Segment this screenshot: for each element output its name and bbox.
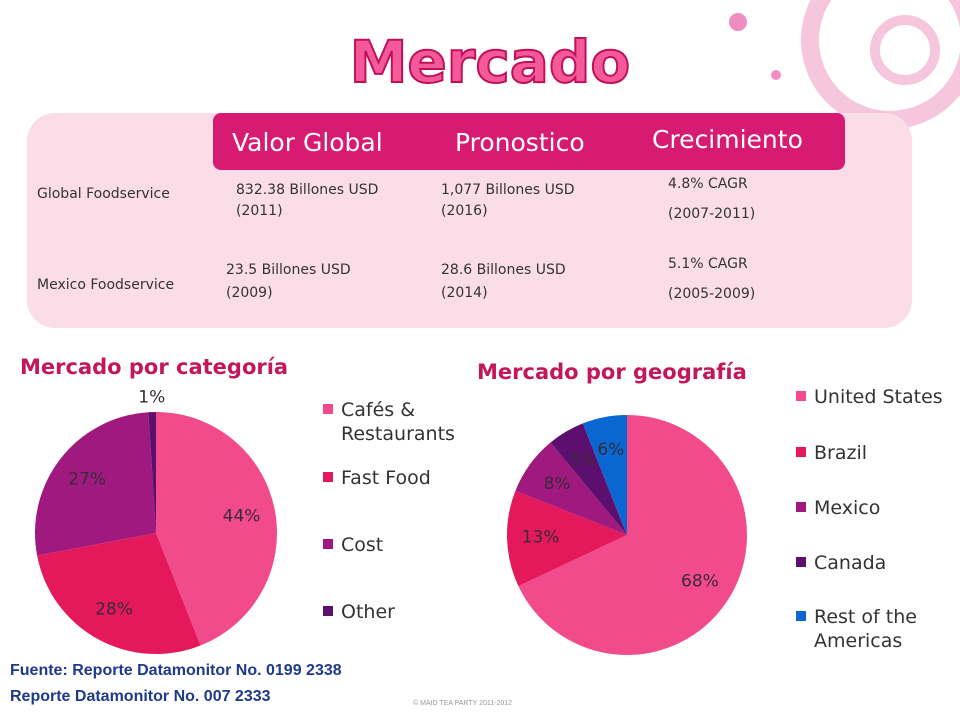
pie-slice: [582, 415, 627, 535]
column-header: Pronostico: [455, 128, 585, 157]
legend-label: Mexico: [814, 497, 881, 519]
legend-label: United States: [814, 386, 943, 408]
row-label: Global Foodservice: [37, 186, 170, 202]
chart-title: Mercado por geografía: [477, 360, 747, 384]
legend-label: Cost: [341, 534, 384, 556]
legend-swatch: [323, 404, 333, 414]
dot: [771, 70, 781, 80]
cell-text: (2011): [236, 203, 283, 219]
data-label: 68%: [681, 571, 719, 591]
data-label: 1%: [138, 388, 165, 408]
source: Fuente: Reporte Datamonitor No. 0199 233…: [10, 662, 342, 679]
pies: 44% 28% 27% 1% 68% 13% 8% 5%6%: [34, 388, 747, 656]
legend-label: Fast Food: [341, 467, 431, 489]
legend-swatch: [796, 391, 806, 401]
legend-label: Canada: [814, 552, 887, 574]
cell-text: (2009): [226, 285, 273, 301]
cell-text: 832.38 Billones USD: [236, 182, 379, 198]
cell-text: (2014): [441, 285, 488, 301]
data-label: 13%: [522, 528, 560, 548]
cell-text: 4.8% CAGR: [668, 176, 748, 192]
table-header-bg: [213, 113, 845, 170]
pie-slice: [156, 412, 277, 646]
copyright: © MAID TEA PARTY 2011-2012: [413, 700, 513, 707]
column-header: Crecimiento: [652, 125, 803, 154]
pie-slice: [506, 490, 627, 587]
legend-label: Cafés & Restaurants: [341, 399, 455, 445]
pie-slice: [148, 412, 156, 533]
pie-slice: [34, 412, 156, 556]
legend-swatch: [323, 539, 333, 549]
pie-slice: [518, 415, 747, 656]
column-header: Valor Global: [232, 128, 383, 157]
legend-swatch: [796, 447, 806, 457]
legend-swatch: [796, 557, 806, 567]
cell-text: (2016): [441, 203, 488, 219]
cell-text: 1,077 Billones USD: [441, 182, 575, 198]
cell-text: 28.6 Billones USD: [441, 262, 566, 278]
pie-slice: [515, 442, 627, 535]
cell-text: 5.1% CAGR: [668, 256, 748, 272]
legend-swatch: [323, 472, 333, 482]
pie-slice: [37, 533, 201, 654]
data-label: 27%: [68, 470, 106, 490]
pie-slice: [550, 423, 627, 535]
data-label: 28%: [95, 599, 133, 619]
legend-label: Other: [341, 601, 395, 623]
legend-label: Rest of the Americas: [814, 606, 917, 652]
row-label: Mexico Foodservice: [37, 277, 175, 293]
data-label: 6%: [597, 440, 624, 460]
cell-text: (2005-2009): [668, 286, 756, 302]
legend-swatch: [323, 606, 333, 616]
chart-title: Mercado por categoría: [20, 355, 289, 379]
data-label: 44%: [223, 507, 261, 527]
legend-swatch: [796, 611, 806, 621]
ring: [870, 15, 940, 85]
data-label: 8%: [544, 474, 571, 494]
cell-text: 23.5 Billones USD: [226, 262, 351, 278]
source: Reporte Datamonitor No. 007 2333: [10, 688, 271, 705]
legend-swatch: [796, 502, 806, 512]
slide-title: Mercado: [349, 27, 632, 97]
legend-label: Brazil: [814, 442, 868, 464]
dot: [729, 13, 747, 31]
data-label: 5%: [570, 451, 597, 471]
cell-text: (2007-2011): [668, 206, 756, 222]
